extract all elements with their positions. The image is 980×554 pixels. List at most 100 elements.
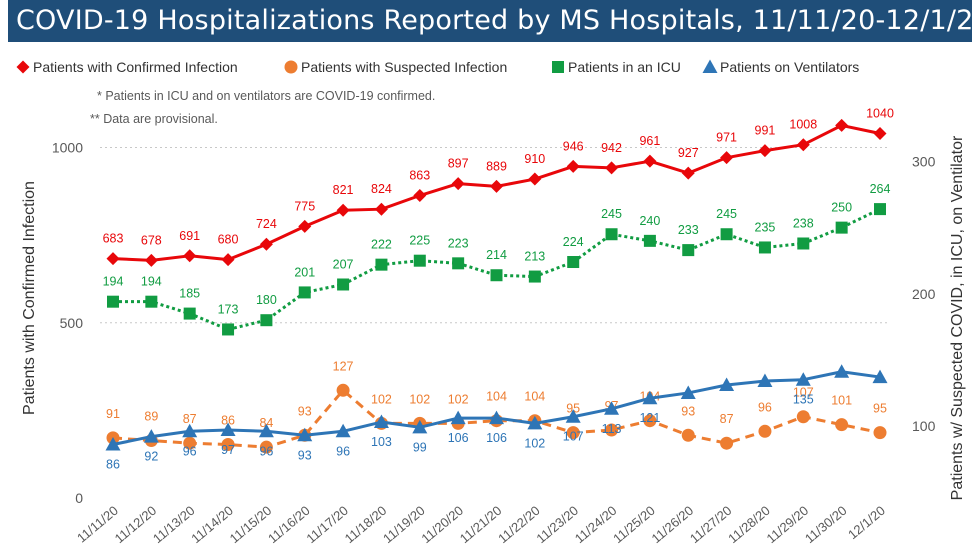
data-label-patients-in-an-icu: 245 xyxy=(601,207,622,221)
data-point-patients-in-an-icu xyxy=(145,295,158,308)
data-label-patients-on-ventilators: 86 xyxy=(106,458,120,472)
data-label-patients-in-an-icu: 222 xyxy=(371,238,392,252)
data-label-patients-in-an-icu: 180 xyxy=(256,293,277,307)
data-point-patients-on-ventilators xyxy=(527,415,543,430)
data-label-patients-on-ventilators: 107 xyxy=(563,430,584,444)
data-point-patients-with-confirmed-infection xyxy=(259,237,273,251)
data-label-patients-on-ventilators: 103 xyxy=(371,435,392,449)
data-point-patients-on-ventilators xyxy=(297,427,313,442)
x-tick-label: 11/28/20 xyxy=(725,503,773,546)
y-axis-left-title: Patients with Confirmed Infection xyxy=(21,181,38,415)
data-point-patients-with-confirmed-infection xyxy=(106,252,120,266)
data-label-patients-with-confirmed-infection: 680 xyxy=(218,233,239,247)
data-label-patients-with-suspected-infection: 87 xyxy=(720,412,734,426)
data-point-patients-on-ventilators xyxy=(680,385,696,399)
data-point-patients-with-confirmed-infection xyxy=(720,151,734,165)
data-label-patients-in-an-icu: 233 xyxy=(678,223,699,237)
data-point-patients-with-suspected-infection xyxy=(758,424,772,438)
data-point-patients-with-suspected-infection xyxy=(643,414,657,428)
data-point-patients-with-confirmed-infection xyxy=(183,249,197,263)
data-point-patients-on-ventilators xyxy=(719,377,735,392)
data-label-patients-with-confirmed-infection: 971 xyxy=(716,131,737,145)
data-point-patients-with-confirmed-infection xyxy=(796,138,810,152)
data-label-patients-with-confirmed-infection: 946 xyxy=(563,139,584,153)
data-label-patients-with-confirmed-infection: 897 xyxy=(448,157,469,171)
series-layer: 683 678 691 680 724 775 821 824 863 897 889 910 946 9… xyxy=(103,106,894,471)
data-point-patients-on-ventilators xyxy=(220,422,236,436)
data-point-patients-in-an-icu xyxy=(758,241,771,254)
data-point-patients-on-ventilators xyxy=(412,419,428,434)
data-label-patients-on-ventilators: 135 xyxy=(793,393,814,407)
data-label-patients-in-an-icu: 224 xyxy=(563,235,584,249)
data-point-patients-with-confirmed-infection xyxy=(374,202,388,216)
data-label-patients-with-suspected-infection: 87 xyxy=(183,412,197,426)
data-label-patients-in-an-icu: 264 xyxy=(870,182,891,196)
data-label-patients-with-confirmed-infection: 961 xyxy=(639,134,660,148)
data-point-patients-in-an-icu xyxy=(528,270,541,283)
data-point-patients-with-confirmed-infection xyxy=(566,159,580,173)
x-tick-label: 11/24/20 xyxy=(572,503,620,546)
data-point-patients-in-an-icu xyxy=(222,323,235,336)
series-line-patients-in-an-icu xyxy=(113,207,881,331)
data-label-patients-with-confirmed-infection: 775 xyxy=(294,199,315,213)
data-point-patients-on-ventilators xyxy=(258,423,274,438)
data-point-patients-in-an-icu xyxy=(605,228,618,241)
data-label-patients-with-confirmed-infection: 910 xyxy=(524,152,545,166)
data-point-patients-with-suspected-infection xyxy=(720,436,734,450)
data-label-patients-with-confirmed-infection: 824 xyxy=(371,182,392,196)
legend-marker-patients-with-confirmed-infection xyxy=(16,60,30,74)
legend-marker-patients-with-suspected-infection xyxy=(284,60,298,74)
data-point-patients-with-confirmed-infection xyxy=(144,253,158,267)
y-tick-label: 500 xyxy=(60,315,84,331)
data-point-patients-on-ventilators xyxy=(795,372,811,386)
data-point-patients-on-ventilators xyxy=(182,423,198,438)
data-point-patients-with-confirmed-infection xyxy=(221,253,235,267)
x-tick-label: 11/16/20 xyxy=(265,503,313,546)
x-tick-label: 11/14/20 xyxy=(188,503,236,546)
data-label-patients-with-suspected-infection: 96 xyxy=(758,400,772,414)
x-axis-ticks: 11/11/2011/12/2011/13/2011/14/2011/15/20… xyxy=(74,503,888,546)
data-label-patients-in-an-icu: 173 xyxy=(218,302,239,316)
data-label-patients-with-suspected-infection: 89 xyxy=(144,410,158,424)
data-point-patients-with-confirmed-infection xyxy=(758,144,772,158)
data-point-patients-with-confirmed-infection xyxy=(835,118,849,132)
y2-tick-label: 100 xyxy=(912,418,936,434)
data-label-patients-in-an-icu: 223 xyxy=(448,236,469,250)
x-tick-label: 11/22/20 xyxy=(495,503,543,546)
series-line-patients-with-suspected-infection xyxy=(112,388,881,449)
data-label-patients-with-suspected-infection: 107 xyxy=(793,386,814,400)
legend-label-patients-with-suspected-infection: Patients with Suspected Infection xyxy=(301,59,507,75)
data-point-patients-with-suspected-infection xyxy=(605,423,619,437)
data-point-patients-in-an-icu xyxy=(183,307,196,320)
data-label-patients-in-an-icu: 214 xyxy=(486,248,507,262)
y-axis-right-ticks: 100 200 300 xyxy=(912,154,936,435)
data-point-patients-with-confirmed-infection xyxy=(681,166,695,180)
x-tick-label: 11/29/20 xyxy=(764,503,812,546)
data-label-patients-in-an-icu: 238 xyxy=(793,216,814,230)
x-tick-label: 11/25/20 xyxy=(610,503,658,546)
data-label-patients-with-confirmed-infection: 821 xyxy=(333,183,354,197)
data-label-patients-with-suspected-infection: 104 xyxy=(486,390,507,404)
data-point-patients-with-confirmed-infection xyxy=(490,179,503,193)
x-tick-label: 12/1/20 xyxy=(845,503,888,542)
data-label-patients-in-an-icu: 235 xyxy=(755,220,776,234)
data-point-patients-with-confirmed-infection xyxy=(528,172,542,186)
data-point-patients-in-an-icu xyxy=(107,295,119,308)
data-point-patients-on-ventilators xyxy=(143,429,159,443)
x-tick-label: 11/12/20 xyxy=(112,503,160,546)
data-label-patients-on-ventilators: 113 xyxy=(602,422,622,436)
data-label-patients-in-an-icu: 201 xyxy=(294,265,315,279)
data-point-patients-in-an-icu xyxy=(490,269,503,282)
x-tick-label: 11/19/20 xyxy=(380,503,428,546)
x-tick-label: 11/27/20 xyxy=(687,503,735,546)
data-label-patients-on-ventilators: 96 xyxy=(259,444,273,458)
data-label-patients-in-an-icu: 207 xyxy=(333,257,354,271)
data-label-patients-in-an-icu: 194 xyxy=(141,275,162,289)
data-point-patients-in-an-icu xyxy=(720,228,733,241)
y-tick-label: 0 xyxy=(75,490,83,506)
note-provisional: ** Data are provisional. xyxy=(90,112,218,126)
data-point-patients-with-confirmed-infection xyxy=(605,161,619,175)
data-label-patients-with-suspected-infection: 95 xyxy=(566,402,580,416)
data-point-patients-with-suspected-infection xyxy=(681,428,695,442)
data-point-patients-with-suspected-infection xyxy=(566,426,580,440)
